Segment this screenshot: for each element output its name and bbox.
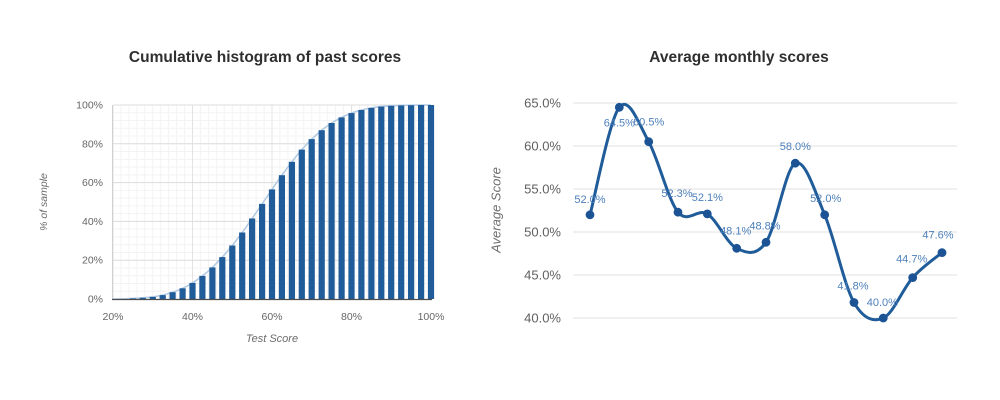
histogram-bar[interactable] (139, 297, 146, 299)
y-tick-label: 60% (82, 177, 103, 189)
data-point-marker[interactable] (820, 210, 830, 220)
data-point-marker[interactable] (644, 137, 654, 147)
x-tick-label: 40% (182, 311, 203, 323)
histogram-bar[interactable] (398, 105, 405, 300)
histogram-bar[interactable] (129, 298, 136, 299)
histogram-bar[interactable] (149, 296, 156, 299)
histogram-bar[interactable] (229, 245, 236, 300)
y-tick-label: 45.0% (524, 268, 561, 283)
data-point-label: 48.1% (720, 225, 751, 237)
x-tick-label: 60% (261, 311, 282, 323)
histogram-bar[interactable] (239, 232, 246, 300)
histogram-bar[interactable] (278, 175, 285, 299)
data-point-label: 47.6% (922, 230, 953, 242)
data-point-label: 58.0% (780, 141, 811, 153)
data-point-label: 48.8% (749, 220, 780, 232)
histogram-bar[interactable] (358, 110, 365, 299)
data-point-marker[interactable] (585, 210, 595, 220)
data-point-marker[interactable] (878, 313, 888, 323)
average-score-line (588, 103, 944, 322)
data-point-marker[interactable] (673, 207, 683, 217)
histogram-bar[interactable] (159, 295, 166, 299)
data-point-label: 52.0% (574, 194, 605, 206)
histogram-bar[interactable] (219, 257, 226, 299)
data-point-marker[interactable] (908, 273, 918, 282)
y-tick-label: 50.0% (524, 225, 561, 240)
data-point-label: 52.3% (661, 188, 692, 200)
x-tick-label: 100% (418, 311, 445, 323)
x-tick-label: 20% (102, 311, 123, 323)
y-tick-label: 20% (82, 255, 103, 267)
histogram-bar[interactable] (199, 275, 206, 299)
data-point-marker[interactable] (849, 298, 859, 307)
histogram-x-axis-title: Test Score (245, 333, 299, 345)
histogram-bar[interactable] (298, 149, 305, 299)
histogram-bar[interactable] (378, 106, 385, 299)
data-point-marker[interactable] (937, 248, 947, 257)
histogram-bar[interactable] (338, 117, 345, 300)
x-tick-label: 80% (341, 311, 362, 323)
data-point-label: 44.7% (896, 254, 927, 266)
histogram-bar[interactable] (348, 113, 355, 299)
data-point-marker[interactable] (614, 102, 624, 112)
histogram-bar[interactable] (259, 203, 266, 299)
y-tick-label: 80% (82, 138, 103, 150)
histogram-bar[interactable] (288, 161, 295, 299)
data-point-label: 41.8% (837, 281, 868, 293)
histogram-bar[interactable] (368, 107, 375, 300)
data-point-marker[interactable] (790, 158, 800, 168)
data-point-label: 60.5% (633, 117, 664, 129)
data-point-marker[interactable] (702, 209, 712, 219)
data-point-marker[interactable] (732, 243, 742, 253)
histogram-bar[interactable] (268, 189, 276, 299)
histogram-bar[interactable] (189, 282, 196, 299)
histogram-bar[interactable] (318, 130, 325, 299)
data-point-label: 52.0% (810, 193, 841, 205)
y-tick-label: 65.0% (524, 96, 561, 111)
histogram-bar[interactable] (388, 105, 395, 299)
histogram-bar[interactable] (408, 105, 415, 299)
histogram-title: Cumulative histogram of past scores (128, 49, 402, 66)
data-point-label: 40.0% (867, 297, 898, 309)
y-tick-label: 60.0% (524, 139, 561, 154)
histogram-bar[interactable] (209, 267, 216, 299)
line-chart-title: Average monthly scores (649, 49, 829, 66)
y-tick-label: 55.0% (524, 182, 561, 197)
histogram-bar[interactable] (308, 139, 315, 299)
data-point-marker[interactable] (761, 237, 771, 247)
histogram-bar[interactable] (328, 123, 335, 299)
histogram-bar[interactable] (249, 218, 256, 300)
data-point-label: 64.5% (604, 117, 635, 129)
histogram-bar[interactable] (427, 105, 435, 299)
y-tick-label: 100% (76, 100, 103, 112)
histogram-bar[interactable] (169, 292, 176, 299)
histogram-bar[interactable] (179, 288, 186, 299)
y-tick-label: 40% (82, 216, 103, 228)
data-point-label: 52.1% (692, 192, 723, 204)
histogram-bar[interactable] (418, 105, 425, 299)
y-tick-label: 0% (88, 294, 103, 306)
y-tick-label: 40.0% (524, 311, 561, 326)
